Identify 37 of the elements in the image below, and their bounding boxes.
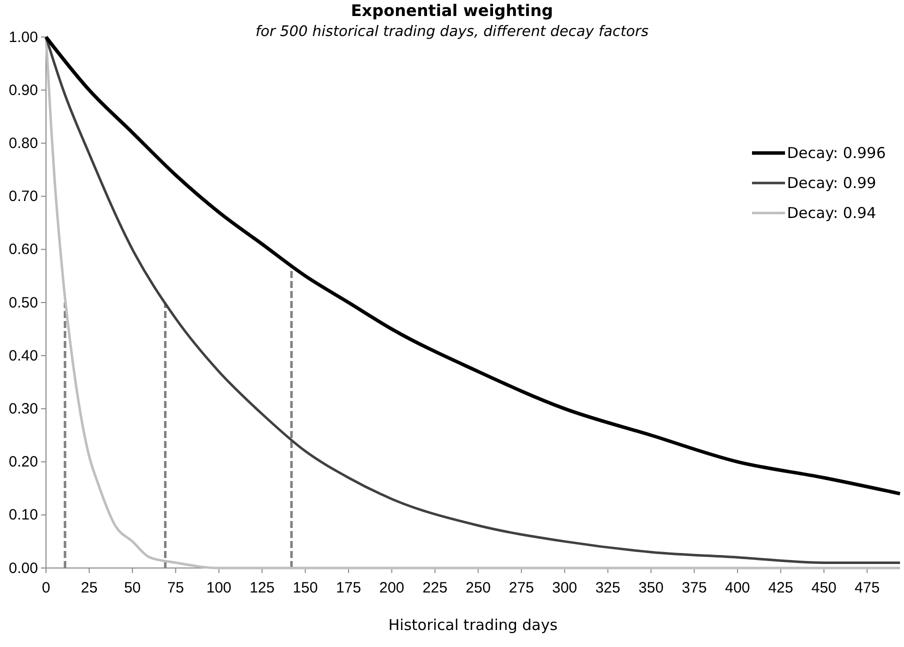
- y-tick-label: 1.00: [8, 28, 38, 46]
- legend-label: Decay: 0.94: [787, 204, 876, 222]
- x-tick-label: 350: [638, 580, 664, 596]
- legend-label: Decay: 0.99: [787, 174, 876, 192]
- y-tick-label: 0.90: [8, 82, 38, 99]
- y-tick-label: 0.70: [8, 188, 38, 206]
- x-tick-label: 275: [508, 580, 534, 596]
- chart-title: Exponential weighting: [350, 1, 554, 20]
- y-tick-label: 0.20: [8, 454, 38, 471]
- y-tick-label: 0.10: [8, 506, 38, 524]
- x-tick-label: 175: [336, 580, 362, 596]
- legend-label: Decay: 0.996: [787, 144, 886, 162]
- x-tick-label: 400: [724, 580, 750, 596]
- x-tick-label: 25: [80, 580, 98, 596]
- x-tick-label: 0: [42, 580, 50, 596]
- x-tick-label: 325: [595, 580, 620, 596]
- y-tick-label: 0.40: [8, 347, 38, 364]
- y-tick-label: 0.80: [8, 135, 38, 152]
- x-tick-label: 50: [124, 580, 141, 596]
- x-tick-label: 225: [422, 580, 448, 596]
- y-tick-label: 0.30: [8, 400, 38, 418]
- x-tick-label: 375: [682, 580, 707, 596]
- x-axis-title: Historical trading days: [388, 616, 558, 634]
- chart-subtitle: for 500 historical trading days, different decay factors: [255, 24, 649, 40]
- x-tick-label: 75: [167, 580, 184, 596]
- y-tick-label: 0.50: [8, 294, 38, 312]
- x-tick-label: 125: [250, 580, 275, 596]
- x-tick-label: 200: [379, 580, 404, 596]
- x-tick-label: 150: [292, 580, 318, 596]
- x-tick-label: 300: [552, 580, 578, 596]
- x-tick-label: 100: [206, 580, 232, 596]
- x-tick-label: 250: [466, 580, 491, 596]
- y-tick-label: 0.00: [8, 560, 38, 577]
- x-tick-label: 450: [811, 580, 836, 596]
- x-tick-label: 475: [854, 580, 880, 596]
- y-tick-label: 0.60: [8, 241, 38, 258]
- x-tick-label: 425: [768, 580, 794, 596]
